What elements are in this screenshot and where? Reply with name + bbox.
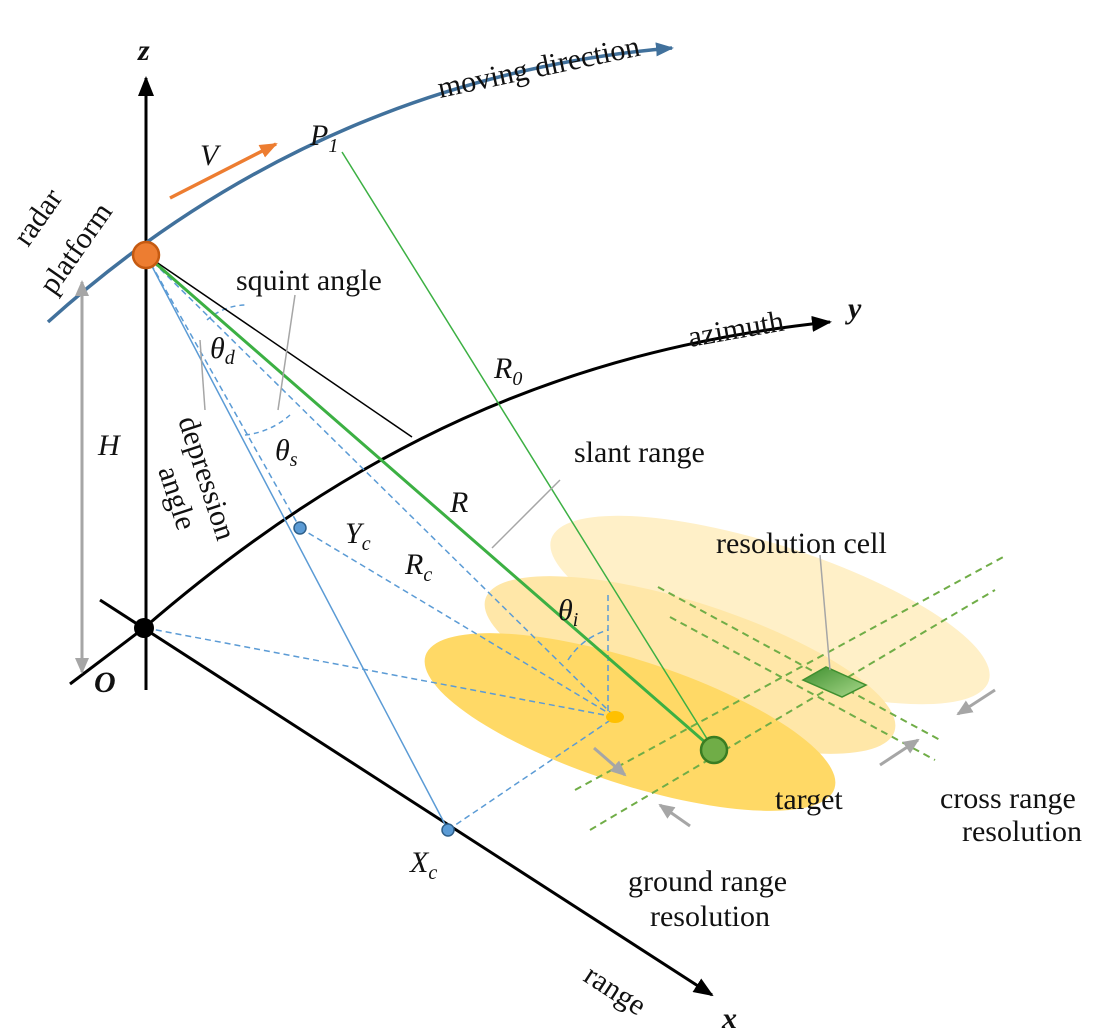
r0-line — [341, 151, 715, 751]
ground-range-label-2: resolution — [650, 900, 770, 933]
cross-range-arrow-2 — [956, 688, 996, 716]
p1-label: P1 — [309, 119, 338, 157]
xc-label: Xc — [409, 846, 437, 884]
y-axis-label: y — [845, 292, 862, 325]
origin-label: O — [94, 666, 116, 699]
beam-lines — [145, 254, 616, 831]
yc-label: Yc — [345, 517, 371, 555]
ground-range-arrow-2 — [658, 803, 691, 828]
moving-direction-label: moving direction — [435, 30, 643, 105]
slant-range-leader — [491, 479, 561, 549]
radar-platform-dot — [131, 240, 161, 270]
azimuth-label: azimuth — [685, 305, 786, 354]
theta-s-label: θs — [275, 434, 298, 471]
resolution-cell — [801, 666, 868, 698]
cross-range-label-2: resolution — [962, 815, 1082, 848]
xc-dot — [441, 823, 455, 837]
slant-range-line — [145, 253, 715, 752]
cross-range-label-1: cross range — [940, 782, 1076, 815]
r-label: R — [449, 486, 468, 519]
range-label: range — [578, 958, 652, 1022]
r0-label: R0 — [493, 352, 522, 390]
depression-leader — [199, 339, 206, 411]
resolution-cell-leader — [819, 554, 831, 671]
velocity-label: V — [200, 139, 222, 172]
x-axis — [99, 598, 714, 997]
resolution-cell-label: resolution cell — [716, 527, 887, 560]
theta-i-label: θi — [558, 594, 578, 631]
ground-range-label-1: ground range — [628, 865, 787, 898]
origin-dot — [134, 618, 154, 638]
origin-tail — [69, 626, 145, 686]
resolution-grid — [574, 555, 1006, 831]
y-axis — [143, 315, 832, 630]
rc-label: Rc — [404, 548, 432, 586]
squint-angle-label: squint angle — [236, 264, 382, 297]
slant-range-label: slant range — [574, 436, 705, 469]
velocity-arrow — [169, 142, 278, 200]
ground-range-arrow-1 — [593, 746, 627, 777]
z-axis-label: z — [137, 34, 150, 67]
footprint-near — [424, 633, 836, 811]
height-label: H — [97, 429, 122, 462]
footprint-mid — [484, 576, 896, 754]
yc-dot — [293, 521, 307, 535]
squint-reference-line — [145, 254, 413, 438]
cross-range-arrow-1 — [879, 738, 920, 767]
squint-leader — [277, 294, 296, 411]
target-dot — [699, 735, 729, 765]
x-axis-label: x — [721, 1002, 737, 1030]
scene-center-dot — [606, 711, 624, 723]
theta-d-label: θd — [210, 332, 236, 369]
target-label: target — [775, 783, 843, 816]
